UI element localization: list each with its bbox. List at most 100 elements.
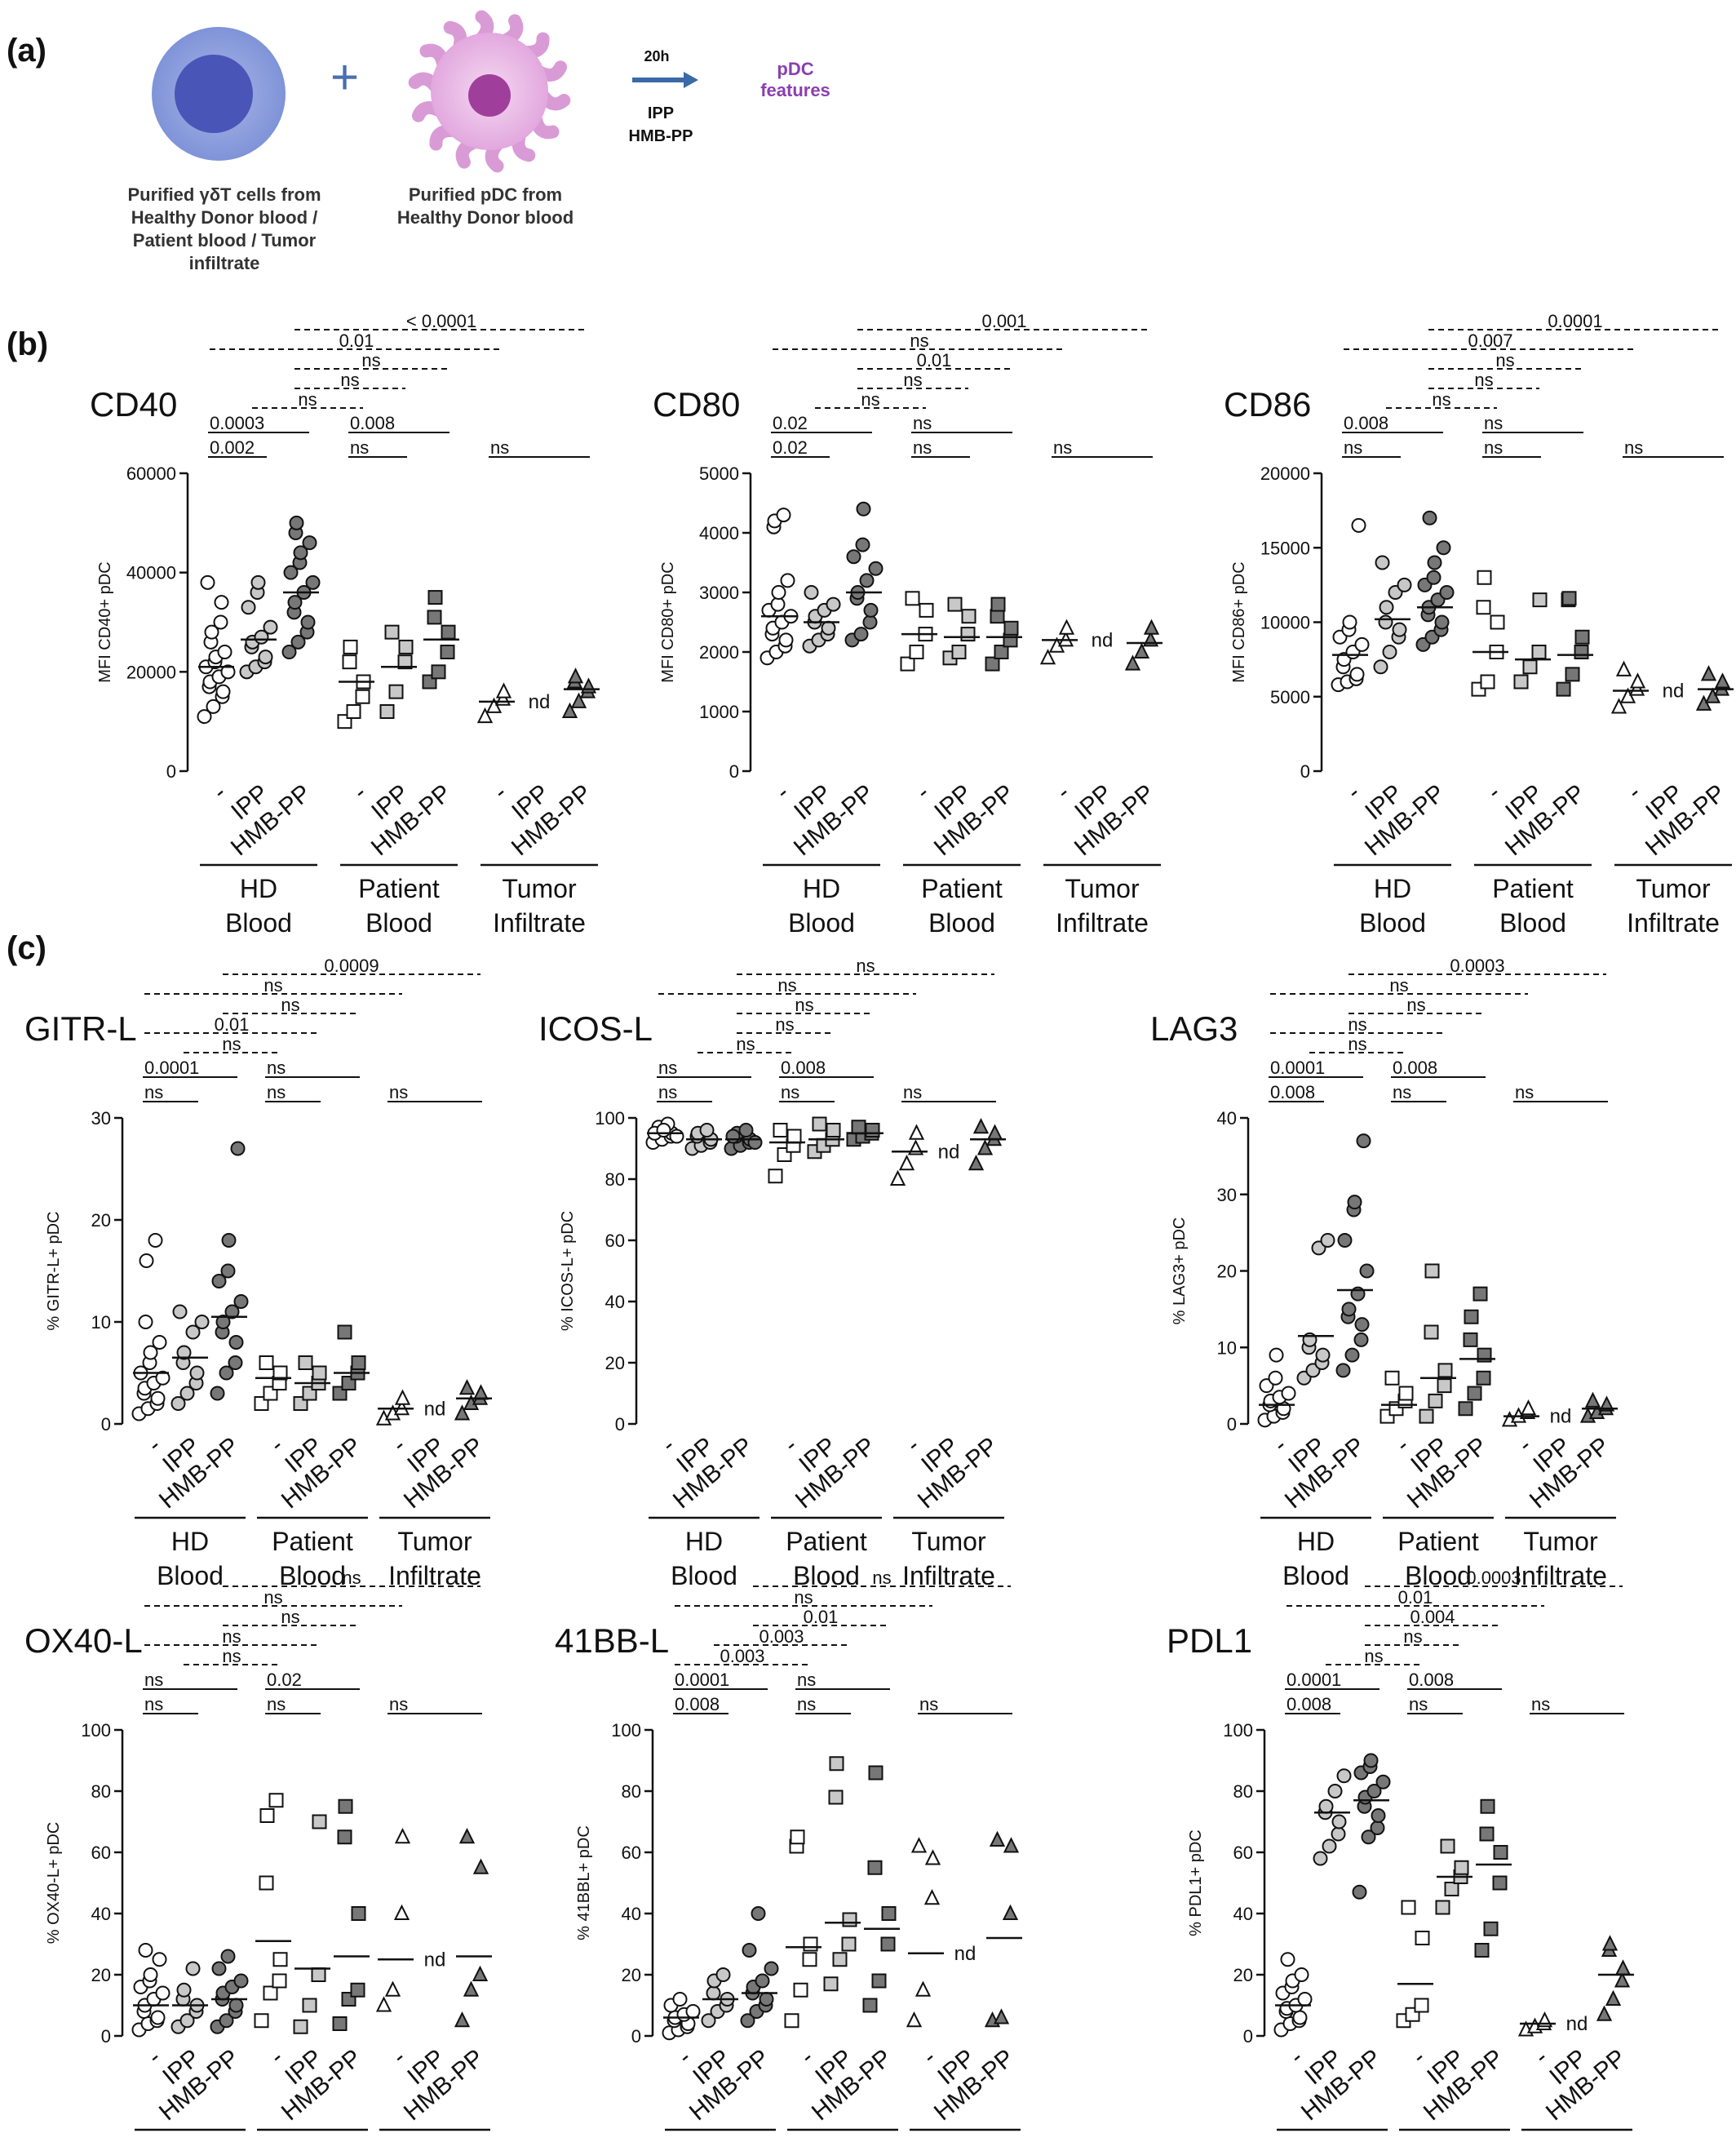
data-point [868,561,884,576]
data-point [855,537,870,552]
data-point [1479,1826,1495,1842]
data-point [908,1124,925,1140]
significance-label: ns [1403,1626,1422,1647]
data-point [148,1233,163,1248]
x-tick-label: HMB-PP [154,1432,245,1514]
data-point [976,1139,994,1155]
significance-label: 0.003 [720,1646,764,1666]
y-tick-label: 20 [622,1965,641,1985]
significance-label: ns [281,995,299,1015]
data-point [580,677,597,694]
data-point [862,614,878,630]
y-tick-label: 10 [91,1312,111,1333]
nd-label: nd [954,1943,976,1965]
data-point [1398,1386,1414,1401]
significance-label: 0.01 [215,1014,250,1035]
group-label: Patient [1414,2139,1495,2142]
data-point [906,2011,923,2028]
data-point [1615,660,1632,676]
data-point [1601,1935,1619,1951]
significance-label: 0.0001 [144,1058,199,1078]
data-point [337,1324,352,1340]
data-point [1315,1347,1331,1363]
data-point [351,1355,366,1370]
y-tick-label: 5000 [699,463,739,484]
significance-label: ns [872,1568,891,1588]
data-point [1292,2010,1308,2025]
data-point [821,620,836,636]
data-point [1280,1952,1295,1967]
pdc-cell-icon [408,10,571,173]
data-point [179,1386,195,1401]
data-point [1322,1838,1337,1854]
chart-title: CD86 [1224,385,1311,424]
significance-label: 0.003 [759,1626,804,1647]
data-point [1058,619,1075,635]
data-point [194,1315,210,1329]
data-point [1351,517,1366,533]
data-point [715,1967,731,1982]
data-point [742,1943,757,1958]
data-point [751,1906,766,1921]
gd-cell-caption: Purified γδT cells from Healthy Donor bl… [127,184,321,273]
significance-label: ns [144,1082,163,1102]
gamma-delta-t-cell-icon [152,27,286,161]
significance-label: ns [1393,1082,1411,1102]
data-point [1598,1395,1615,1412]
data-point [770,596,786,612]
x-tick-label: - [1052,779,1075,805]
data-point [701,2013,716,2029]
group-label: Patient [1397,1527,1479,1556]
data-point [185,1961,201,1976]
significance-label: ns [1531,1694,1550,1714]
data-point [1561,591,1577,606]
x-tick-label: HMB-PP [1296,2044,1387,2126]
data-point [172,1304,188,1319]
data-point [1435,1900,1450,1915]
data-point [1614,1959,1632,1976]
data-point [706,1985,721,2001]
chart-title: PDL1 [1167,1621,1252,1660]
data-point [784,2013,799,2029]
data-point [150,2010,166,2025]
data-point [826,596,841,612]
data-point [259,1808,275,1823]
data-point [851,1120,866,1135]
group-label: HD [1374,874,1411,903]
data-point [454,2011,471,2028]
data-point [804,585,819,600]
y-tick-label: 40 [1233,1904,1253,1924]
data-point [759,1992,774,2007]
group-label: Blood [1359,908,1426,938]
data-point [1370,1820,1385,1835]
data-point [1422,510,1437,526]
data-point [219,2013,234,2029]
y-tick-label: 100 [611,1720,641,1741]
data-point [960,627,976,642]
data-point [219,1365,234,1381]
significance-label: 0.01 [1398,1587,1433,1608]
data-point [1401,1900,1416,1915]
data-point [790,1829,805,1845]
group-label: HD [803,874,840,903]
data-point [1704,687,1721,703]
data-point [1352,1884,1367,1900]
significance-label: 0.002 [210,437,255,458]
data-point [1596,2005,1613,2021]
data-point [1347,1195,1362,1210]
x-tick-label: HMB-PP [1419,2044,1509,2126]
significance-label: ns [1344,437,1362,458]
significance-label: 0.007 [1468,330,1512,351]
significance-label: ns [781,1082,799,1102]
x-tick-label: HMB-PP [684,2044,775,2126]
significance-label: ns [797,1694,816,1714]
x-tick-label: - [208,779,232,805]
significance-label: 0.008 [350,413,395,433]
data-point [250,574,266,590]
data-point [263,1985,278,2001]
significance-label: ns [1053,437,1072,458]
data-point [561,702,578,718]
data-point [853,627,869,642]
significance-label: ns [298,389,317,410]
data-point [898,1155,915,1171]
